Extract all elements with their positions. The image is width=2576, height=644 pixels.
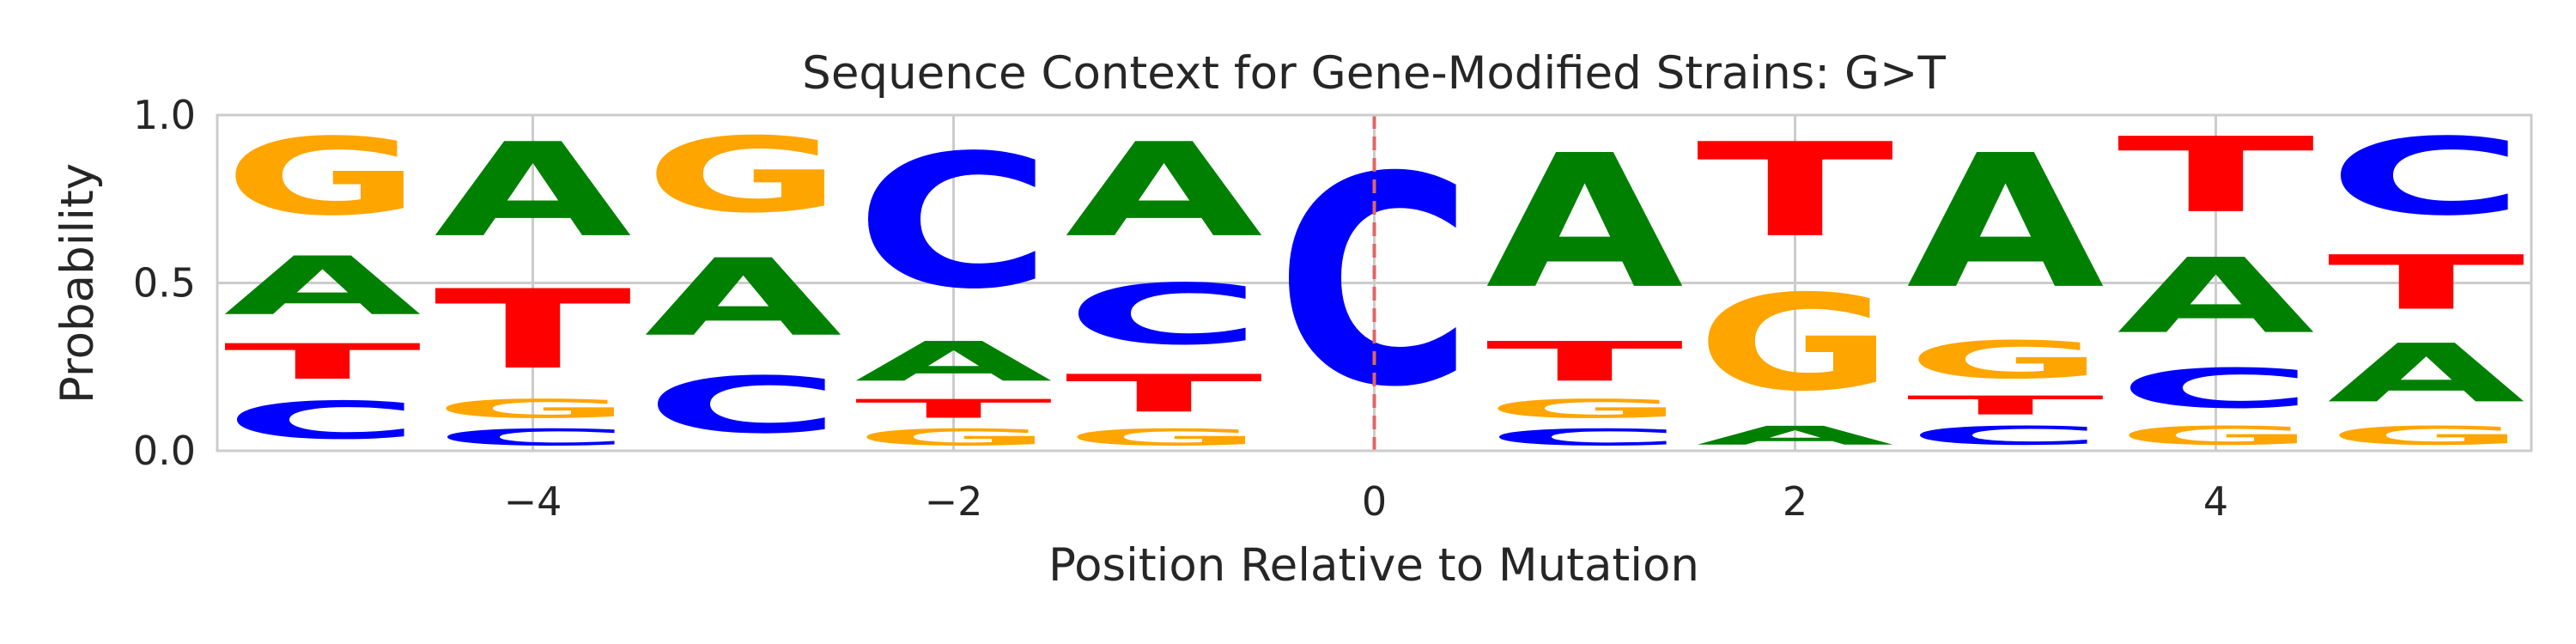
y-axis-label: Probability <box>52 163 104 404</box>
logo-letter-a: A <box>1696 421 1893 451</box>
logo-letter-c: C <box>2327 116 2524 240</box>
y-tick-label: 0.5 <box>133 260 196 307</box>
x-tick-label: −2 <box>925 478 983 525</box>
y-tick-label: 0.0 <box>133 428 196 474</box>
logo-letter-g: G <box>1065 424 1262 451</box>
logo-letter-t: T <box>434 267 631 394</box>
logo-letter-g: G <box>854 424 1052 451</box>
logo-letter-g: G <box>2327 421 2524 451</box>
logo-letter-a: A <box>1485 117 1685 330</box>
x-tick-label: 0 <box>1362 478 1387 525</box>
tick-labels: −4 −2 0 2 4 0.0 0.5 1.0 <box>133 92 2228 525</box>
logo-letter-a: A <box>2117 236 2314 356</box>
logo-letter-a: A <box>434 115 631 265</box>
logo-letter-t: T <box>2327 240 2524 326</box>
logo-letter-t: T <box>1065 364 1262 424</box>
logo-letter-c: C <box>644 361 841 451</box>
y-tick-label: 1.0 <box>133 92 196 138</box>
logo-letter-g: G <box>223 116 421 240</box>
logo-letter-g: G <box>644 115 841 235</box>
chart-title: Sequence Context for Gene-Modified Strai… <box>802 47 1946 100</box>
logo-letter-t: T <box>1485 331 1683 394</box>
logo-letter-a: A <box>854 330 1052 393</box>
logo-letter-c: C <box>2117 357 2314 421</box>
logo-letter-g: G <box>434 394 631 424</box>
logo-letter-t: T <box>2117 115 2314 235</box>
logo-letter-t: T <box>1906 391 2104 421</box>
logo-letter-a: A <box>2327 327 2524 421</box>
logo-letter-a: A <box>644 236 841 360</box>
x-tick-label: −4 <box>504 478 562 525</box>
x-axis-label: Position Relative to Mutation <box>1048 539 1699 592</box>
x-tick-label: 2 <box>1783 478 1807 525</box>
logo-letter-g: G <box>1485 394 1683 424</box>
logo-letter-t: T <box>854 394 1052 424</box>
logo-letter-g: G <box>1906 330 2104 390</box>
logo-letter-a: A <box>223 240 421 333</box>
logo-letter-g: G <box>1696 267 1893 421</box>
logo-letter-c: C <box>854 116 1052 330</box>
logo-letter-a: A <box>1906 117 2105 330</box>
x-tick-label: 4 <box>2203 478 2228 525</box>
logo-letter-c: C <box>223 391 421 451</box>
logo-letter-c: C <box>1906 421 2104 451</box>
logo-letter-c: C <box>434 424 631 451</box>
logo-letter-c: C <box>1485 424 1683 451</box>
plot-frame <box>216 113 2533 453</box>
logo-letter-t: T <box>1696 115 1895 266</box>
logo-letter-t: T <box>223 333 421 390</box>
logo-letter-c: C <box>1065 266 1262 363</box>
logo-letter-g: G <box>2117 421 2314 451</box>
logo-letter-a: A <box>1065 115 1262 265</box>
